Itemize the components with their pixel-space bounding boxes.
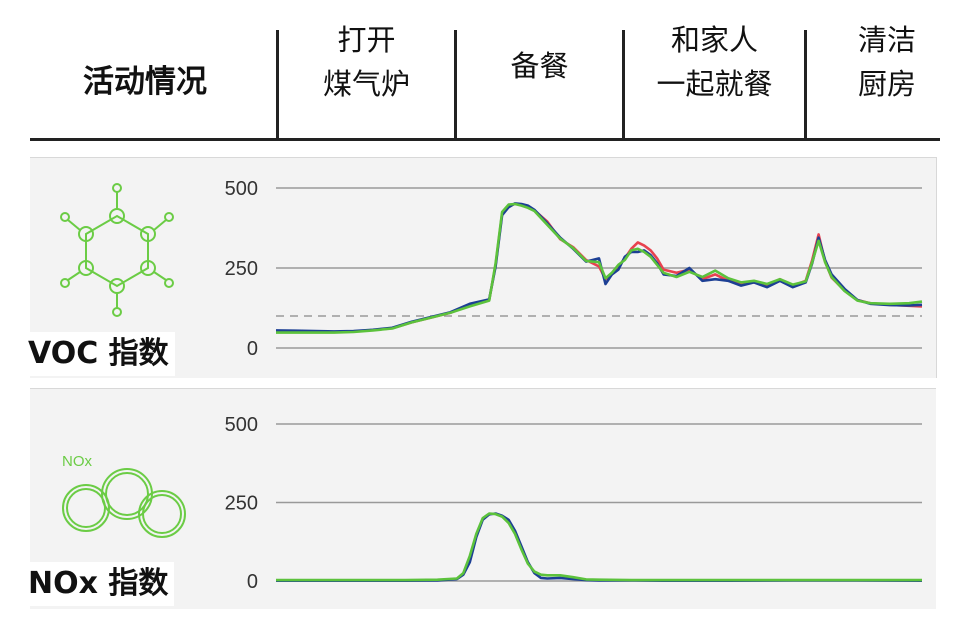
column-divider bbox=[276, 30, 279, 138]
y-tick-label: 250 bbox=[225, 493, 258, 515]
column-header-line: 和家人 bbox=[670, 23, 758, 57]
column-divider bbox=[454, 30, 457, 138]
y-tick-label: 250 bbox=[225, 258, 258, 280]
y-tick-label: 0 bbox=[247, 338, 258, 360]
series-line-green bbox=[276, 512, 922, 582]
voc-index-label: VOC 指数 bbox=[22, 332, 175, 376]
y-tick-label: 500 bbox=[225, 414, 258, 436]
column-header-line: 清洁 bbox=[857, 23, 916, 57]
column-header-stove: 打开 煤气炉 bbox=[279, 18, 454, 106]
header-divider bbox=[30, 138, 940, 141]
nox-panel bbox=[30, 388, 936, 609]
column-header-line: 一起就餐 bbox=[656, 67, 773, 101]
y-tick-label: 500 bbox=[225, 178, 258, 200]
column-header-line: 煤气炉 bbox=[322, 67, 410, 101]
row-title: 活动情况 bbox=[83, 64, 207, 100]
column-header-cleaning: 清洁 厨房 bbox=[807, 18, 967, 106]
nox-index-label: NOx 指数 bbox=[22, 562, 175, 606]
nox-icon-label: NOx bbox=[62, 453, 93, 470]
column-header-dining: 和家人 一起就餐 bbox=[625, 18, 804, 106]
column-header-line: 备餐 bbox=[510, 49, 569, 83]
column-header-prep: 备餐 bbox=[457, 44, 622, 88]
column-header-line: 厨房 bbox=[857, 67, 916, 101]
column-divider bbox=[804, 30, 807, 138]
series-line-green bbox=[276, 202, 923, 334]
voc-chart: 0 250 500 bbox=[225, 178, 923, 360]
column-header-line: 打开 bbox=[337, 23, 396, 57]
nox-bubbles-icon bbox=[62, 468, 186, 538]
nox-chart: 0 250 500 bbox=[225, 414, 923, 593]
column-divider bbox=[622, 30, 625, 138]
series-line-blue bbox=[276, 512, 923, 582]
y-tick-label: 0 bbox=[247, 571, 258, 593]
benzene-molecule-icon bbox=[60, 183, 174, 317]
